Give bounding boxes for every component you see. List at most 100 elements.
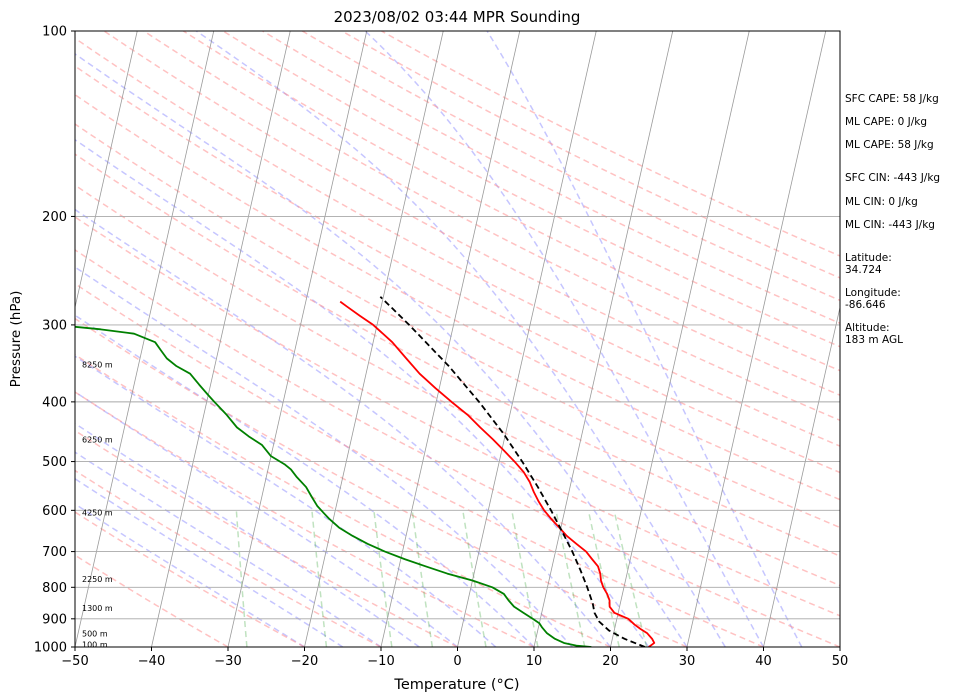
moist-adiabat-line bbox=[75, 503, 305, 647]
y-tick-label: 500 bbox=[42, 455, 67, 470]
moist-adiabat-line bbox=[364, 31, 765, 647]
x-axis-label: Temperature (°C) bbox=[393, 677, 519, 693]
x-tick-label: 50 bbox=[832, 654, 849, 669]
isotherms bbox=[75, 31, 840, 647]
x-tick-label: 40 bbox=[755, 654, 772, 669]
moist-adiabat-line bbox=[75, 314, 535, 647]
dry-adiabat-line bbox=[75, 391, 535, 647]
y-tick-label: 1000 bbox=[34, 641, 67, 656]
altitude-label: Altitude: bbox=[845, 322, 890, 334]
height-label: 2250 m bbox=[82, 575, 113, 584]
dry-adiabat-line bbox=[75, 65, 840, 474]
isotherm-line bbox=[533, 31, 674, 647]
dry-adiabat-line bbox=[75, 429, 458, 647]
dry-adiabats bbox=[75, 31, 840, 647]
moist-adiabat-line bbox=[75, 266, 573, 647]
y-tick-label: 300 bbox=[42, 318, 67, 333]
parcel-path-line bbox=[379, 296, 646, 647]
y-tick-label: 900 bbox=[42, 612, 67, 627]
isotherm-line bbox=[151, 31, 291, 647]
dry-adiabat-line bbox=[75, 282, 764, 647]
isotherm-line bbox=[763, 305, 840, 647]
isotherm-line bbox=[75, 31, 215, 647]
latitude-label: Latitude: bbox=[845, 252, 892, 264]
dry-adiabat-line bbox=[75, 248, 840, 647]
dry-adiabat-line bbox=[75, 184, 840, 587]
moist-adiabat-line bbox=[75, 208, 612, 647]
dry-adiabat-line bbox=[301, 31, 840, 302]
height-label: 100 m bbox=[82, 640, 108, 649]
y-tick-label: 400 bbox=[42, 395, 67, 410]
isotherm-line bbox=[686, 31, 827, 647]
plot-frame bbox=[74, 30, 841, 648]
height-label: 500 m bbox=[82, 629, 108, 638]
moist-adiabat-line bbox=[75, 422, 420, 647]
isotherm-line bbox=[227, 31, 368, 647]
y-tick-label: 100 bbox=[42, 25, 67, 40]
mixing-ratio-line bbox=[511, 510, 539, 647]
dry-adiabat-line bbox=[182, 31, 840, 372]
height-labels: 100 m 500 m 1300 m 2250 m 4250 m 6250 m 8250 m bbox=[82, 361, 113, 649]
x-tick-label: −20 bbox=[291, 654, 318, 669]
x-tick-label: 10 bbox=[526, 654, 543, 669]
longitude-label: Longitude: bbox=[845, 287, 901, 299]
x-tick-label: −40 bbox=[138, 654, 165, 669]
y-tick-label: 700 bbox=[42, 545, 67, 560]
profile-series bbox=[75, 296, 656, 647]
isotherm-line bbox=[75, 31, 138, 310]
plot-area: 100 m 500 m 1300 m 2250 m 4250 m 6250 m 8250 m bbox=[75, 31, 840, 649]
dry-adiabat-line bbox=[75, 216, 840, 617]
isotherm-line bbox=[304, 31, 444, 647]
isotherm-line bbox=[457, 31, 597, 647]
x-tick-label: −30 bbox=[214, 654, 241, 669]
height-label: 4250 m bbox=[82, 509, 113, 518]
dry-adiabat-line bbox=[75, 469, 382, 647]
ml-cape-text: ML CAPE: 0 J/kg bbox=[845, 116, 928, 128]
isobars bbox=[75, 31, 840, 647]
moist-adiabat-line bbox=[75, 477, 344, 647]
ml-cin-text: ML CIN: 0 J/kg bbox=[845, 196, 918, 208]
moist-adiabats bbox=[75, 31, 803, 647]
moist-adiabat-line bbox=[195, 31, 726, 647]
height-label: 6250 m bbox=[82, 435, 113, 444]
dry-adiabat-line bbox=[75, 317, 688, 647]
dry-adiabat-line bbox=[75, 37, 840, 447]
x-axis: −50 −40 −30 −20 −10 0 10 20 30 40 50 bbox=[61, 647, 848, 669]
chart-title: 2023/08/02 03:44 MPR Sounding bbox=[334, 8, 581, 26]
ml-cape-text-2: ML CAPE: 58 J/kg bbox=[845, 139, 934, 151]
y-tick-label: 600 bbox=[42, 504, 67, 519]
sfc-cin-text: SFC CIN: -443 J/kg bbox=[845, 172, 941, 184]
y-axis: 1000 900 800 700 600 500 400 300 200 100 bbox=[34, 25, 75, 656]
latitude-value: 34.724 bbox=[845, 264, 882, 276]
ml-cin-text-2: ML CIN: -443 J/kg bbox=[845, 219, 935, 231]
y-tick-label: 800 bbox=[42, 581, 67, 596]
x-tick-label: −50 bbox=[61, 654, 88, 669]
dry-adiabat-line bbox=[75, 93, 840, 501]
dry-adiabat-line bbox=[75, 123, 840, 529]
dewpoint-line bbox=[75, 325, 592, 647]
y-tick-label: 200 bbox=[42, 210, 67, 225]
mixing-ratio-line bbox=[587, 510, 620, 647]
moist-adiabat-line bbox=[75, 390, 458, 647]
moist-adiabat-line bbox=[75, 138, 650, 647]
moist-adiabat-line bbox=[75, 53, 688, 647]
moist-adiabat-line bbox=[486, 31, 803, 647]
x-tick-label: 30 bbox=[679, 654, 696, 669]
dry-adiabat-line bbox=[75, 353, 611, 647]
temperature-line bbox=[339, 300, 656, 647]
altitude-value: 183 m AGL bbox=[845, 334, 903, 346]
longitude-value: -86.646 bbox=[845, 299, 886, 311]
height-label: 8250 m bbox=[82, 361, 113, 370]
isotherm-line bbox=[380, 31, 521, 647]
dry-adiabat-line bbox=[262, 31, 840, 325]
isotherm-line bbox=[610, 31, 750, 647]
y-axis-label: Pressure (hPa) bbox=[8, 291, 24, 388]
x-tick-label: 20 bbox=[602, 654, 619, 669]
height-label: 1300 m bbox=[82, 604, 113, 613]
sfc-cape-text: SFC CAPE: 58 J/kg bbox=[845, 93, 939, 105]
dry-adiabat-line bbox=[143, 31, 840, 397]
mixing-ratio-line bbox=[411, 510, 434, 647]
dry-adiabat-line bbox=[75, 153, 840, 557]
x-tick-label: 0 bbox=[453, 654, 461, 669]
